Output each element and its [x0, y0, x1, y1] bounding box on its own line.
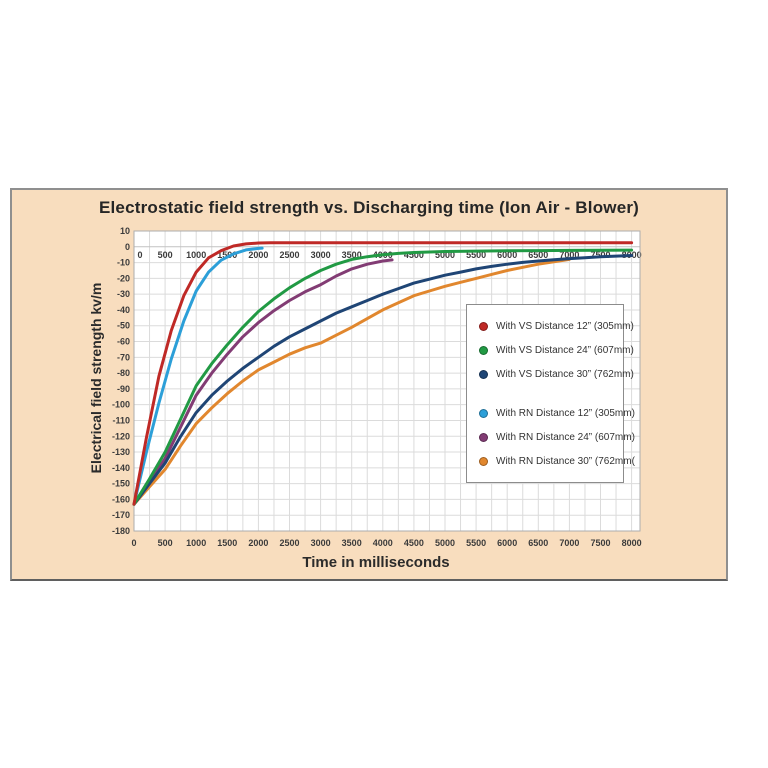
- y-tick-label: 0: [125, 242, 130, 252]
- x-tick-label: 5000: [435, 538, 455, 548]
- y-tick-label: -100: [112, 400, 130, 410]
- y-tick-label: -120: [112, 431, 130, 441]
- y-tick-label: -140: [112, 463, 130, 473]
- x-tick-label: 7500: [590, 538, 610, 548]
- y-tick-label: -150: [112, 479, 130, 489]
- x-tick-label-inner: 0: [137, 250, 142, 260]
- x-tick-label-inner: 3500: [342, 250, 362, 260]
- y-tick-label: -160: [112, 494, 130, 504]
- x-tick-label: 2000: [248, 538, 268, 548]
- y-tick-label: 10: [120, 226, 130, 236]
- y-tick-label: -130: [112, 447, 130, 457]
- x-tick-label-inner: 7500: [590, 250, 610, 260]
- x-tick-label: 4500: [404, 538, 424, 548]
- x-tick-label-inner: 1500: [217, 250, 237, 260]
- series-line: [132, 257, 571, 506]
- legend-label: With VS Distance 24” (607mm): [496, 344, 634, 356]
- legend-label: With RN Distance 30” (762mm(: [496, 455, 635, 467]
- x-tick-label-inner: 500: [158, 250, 173, 260]
- legend-marker-icon: [479, 369, 488, 379]
- y-tick-label: -40: [117, 305, 130, 315]
- y-tick-label: -10: [117, 258, 130, 268]
- x-tick-label: 5500: [466, 538, 486, 548]
- x-tick-label: 0: [131, 538, 136, 548]
- plot-border: [133, 230, 641, 532]
- x-tick-label-inner: 7000: [559, 250, 579, 260]
- series-line: [132, 246, 264, 506]
- x-tick-label: 3000: [311, 538, 331, 548]
- y-tick-label: -180: [112, 526, 130, 536]
- legend-item: With RN Distance 30” (762mm(: [479, 449, 635, 473]
- y-tick-label: -60: [117, 337, 130, 347]
- legend-label: With RN Distance 24” (607mm): [496, 431, 635, 443]
- x-tick-label: 1500: [217, 538, 237, 548]
- x-tick-label-inner: 2000: [248, 250, 268, 260]
- x-tick-label-inner: 5000: [435, 250, 455, 260]
- series-line: [132, 241, 634, 506]
- legend-label: With RN Distance 12” (305mm): [496, 407, 635, 419]
- legend-marker-icon: [479, 345, 488, 355]
- series-line: [132, 254, 634, 506]
- y-tick-label: -170: [112, 510, 130, 520]
- legend-group-gap: [479, 386, 617, 401]
- x-tick-label-inner: 1000: [186, 250, 206, 260]
- x-tick-label: 4000: [373, 538, 393, 548]
- x-tick-label: 3500: [342, 538, 362, 548]
- legend-item: With RN Distance 12” (305mm): [479, 401, 635, 425]
- chart-title: Electrostatic field strength vs. Dischar…: [98, 198, 640, 217]
- x-tick-label-inner: 3000: [311, 250, 331, 260]
- chart-legend: With VS Distance 12” (305mm) With VS Dist…: [466, 304, 635, 483]
- x-tick-label: 7000: [559, 538, 579, 548]
- x-tick-label: 6500: [528, 538, 548, 548]
- legend-marker-icon: [479, 408, 488, 418]
- y-tick-label: -20: [117, 273, 130, 283]
- legend-item: With VS Distance 12” (305mm): [479, 314, 634, 338]
- x-tick-label: 6000: [497, 538, 517, 548]
- legend-item: With VS Distance 30” (762mm): [479, 362, 634, 386]
- legend-item: With RN Distance 24” (607mm): [479, 425, 635, 449]
- y-tick-label: -30: [117, 289, 130, 299]
- y-tick-label: -50: [117, 321, 130, 331]
- x-tick-label: 500: [158, 538, 173, 548]
- series-line: [132, 248, 634, 506]
- x-tick-label-inner: 5500: [466, 250, 486, 260]
- legend-item: With VS Distance 24” (607mm): [479, 338, 634, 362]
- x-tick-label-inner: 6000: [497, 250, 517, 260]
- x-tick-label-inner: 4500: [404, 250, 424, 260]
- chart-panel: Electrostatic field strength vs. Dischar…: [10, 188, 728, 581]
- legend-label: With VS Distance 30” (762mm): [496, 368, 634, 380]
- y-tick-label: -90: [117, 384, 130, 394]
- x-tick-label-inner: 6500: [528, 250, 548, 260]
- y-tick-label: -80: [117, 368, 130, 378]
- legend-marker-icon: [479, 432, 488, 442]
- series-line: [132, 258, 394, 506]
- legend-label: With VS Distance 12” (305mm): [496, 320, 634, 332]
- y-tick-label: -110: [112, 415, 130, 425]
- x-tick-label: 1000: [186, 538, 206, 548]
- legend-marker-icon: [479, 321, 488, 331]
- y-axis-title: Electrical field strength kv/m: [88, 282, 104, 474]
- x-tick-label: 8000: [622, 538, 642, 548]
- legend-marker-icon: [479, 456, 488, 466]
- x-axis-title: Time in milliseconds: [302, 554, 450, 571]
- x-tick-label-inner: 2500: [279, 250, 299, 260]
- y-tick-label: -70: [117, 352, 130, 362]
- x-tick-label: 2500: [279, 538, 299, 548]
